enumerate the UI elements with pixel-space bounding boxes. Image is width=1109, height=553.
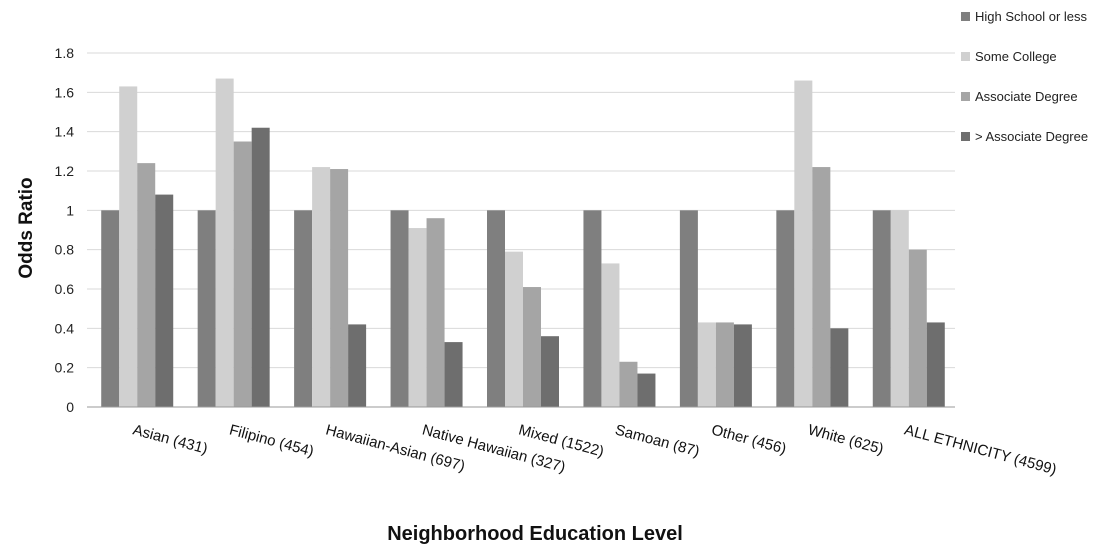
legend-label: > Associate Degree [975,129,1088,144]
bar [155,194,174,407]
bar [119,86,138,407]
y-tick-label: 1 [66,202,74,218]
legend-label: Associate Degree [975,89,1078,104]
bar [812,167,831,407]
legend-swatch [961,92,970,101]
bar [601,263,620,407]
y-tick-label: 1.6 [55,84,75,100]
y-axis-ticks: 0 0.2 0.4 0.6 0.8 1 1.2 1.4 1.6 1.8 [55,45,75,415]
y-axis-title: Odds Ratio [16,177,37,278]
legend-label: High School or less [975,9,1087,24]
bar [390,210,409,407]
y-tick-label: 0.4 [55,320,75,336]
bar [697,322,716,407]
x-axis-categories: Asian (431) Filipino (454) Hawaiian-Asian … [131,421,1058,478]
bar [523,287,541,407]
bar [312,167,331,407]
legend-swatch [961,132,970,141]
y-tick-label: 0.2 [55,360,75,376]
bar [619,361,638,407]
x-category-label: ALL ETHNICITY (4599) [903,421,1059,478]
bar [926,322,945,407]
bar [776,210,795,407]
bar [830,328,849,407]
legend: High School or less Some College Associate… [961,9,1088,144]
y-tick-label: 1.8 [55,45,75,61]
bar [348,324,367,407]
bar [637,373,656,407]
bar [426,218,445,407]
y-tick-label: 0 [66,399,74,415]
bar [215,78,234,408]
bar [251,127,270,407]
y-tick-label: 1.4 [55,124,75,140]
bar [908,249,927,407]
bar [872,210,891,407]
bar [137,163,156,407]
bar [583,210,602,407]
bar [715,322,734,407]
legend-label: Some College [975,49,1057,64]
bar [444,342,463,407]
bar [487,210,505,407]
bar [197,210,216,407]
bar [733,324,752,407]
y-tick-label: 1.2 [55,163,75,179]
y-tick-label: 0.6 [55,281,75,297]
bar [408,228,427,407]
bar [233,141,252,407]
bar [330,169,349,407]
bar [890,210,909,407]
legend-swatch [961,52,970,61]
bar [101,210,120,407]
y-tick-label: 0.8 [55,242,75,258]
x-category-label: Samoan (87) [613,421,701,460]
legend-swatch [961,12,970,21]
x-axis-title: Neighborhood Education Level [387,523,683,545]
x-category-label: Other (456) [710,421,788,457]
bar [679,210,698,407]
x-category-label: White (625) [806,421,885,457]
x-category-label: Filipino (454) [227,421,315,460]
bar [294,210,313,407]
x-category-label: Asian (431) [131,421,210,457]
bar [541,336,559,407]
bar [794,80,813,408]
bar [505,251,523,407]
bars [101,78,945,408]
